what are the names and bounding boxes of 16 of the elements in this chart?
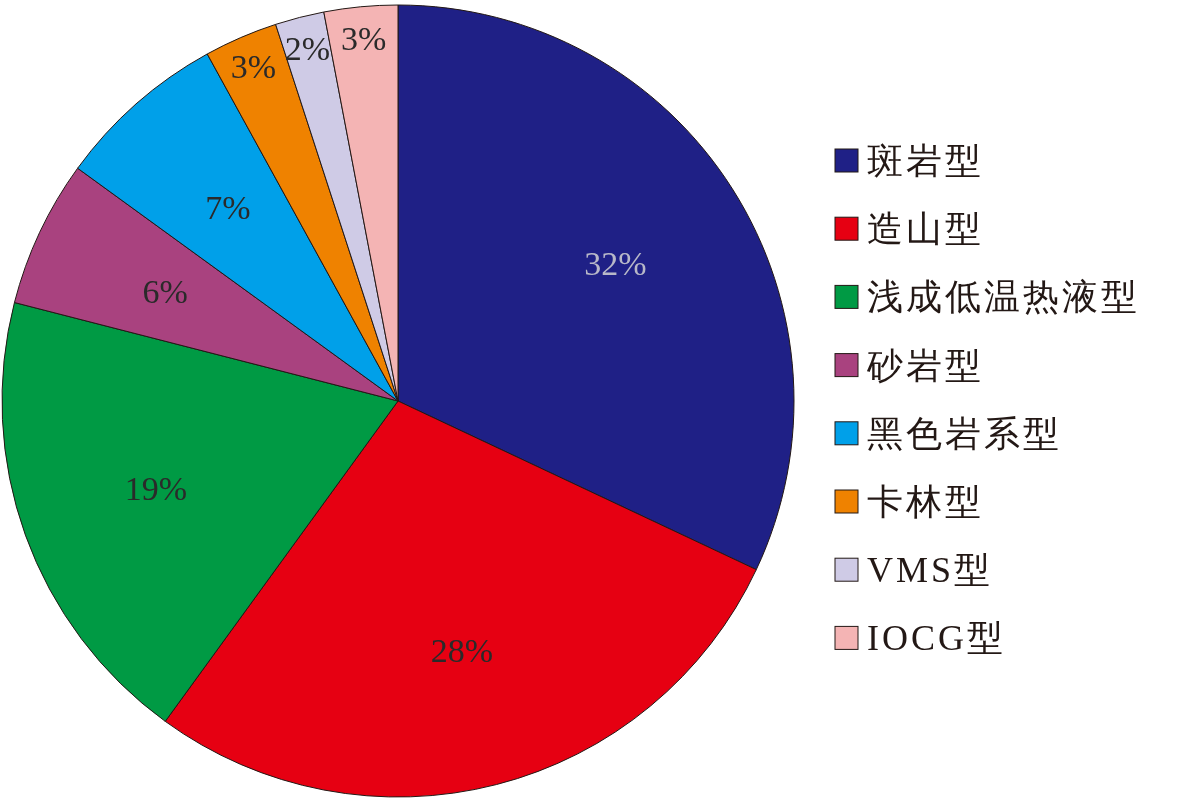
legend-label: 斑岩型 [867,141,984,181]
legend-label: 浅成低温热液型 [867,277,1140,318]
data-label: 3% [230,48,276,86]
legend-label: VMS型 [867,550,994,591]
legend-label: 卡林型 [867,482,984,522]
data-label: 19% [124,469,187,507]
data-label: 32% [584,244,647,282]
data-label: 2% [284,29,331,67]
legend-label: IOCG型 [867,618,1006,659]
data-label: 28% [430,631,494,669]
legend-label: 黑色岩系型 [867,413,1062,454]
data-label: 6% [142,272,188,310]
data-label: 7% [205,189,251,227]
legend-label: 造山型 [867,209,984,250]
data-label: 3% [341,19,387,57]
legend-label: 砂岩型 [866,345,984,386]
